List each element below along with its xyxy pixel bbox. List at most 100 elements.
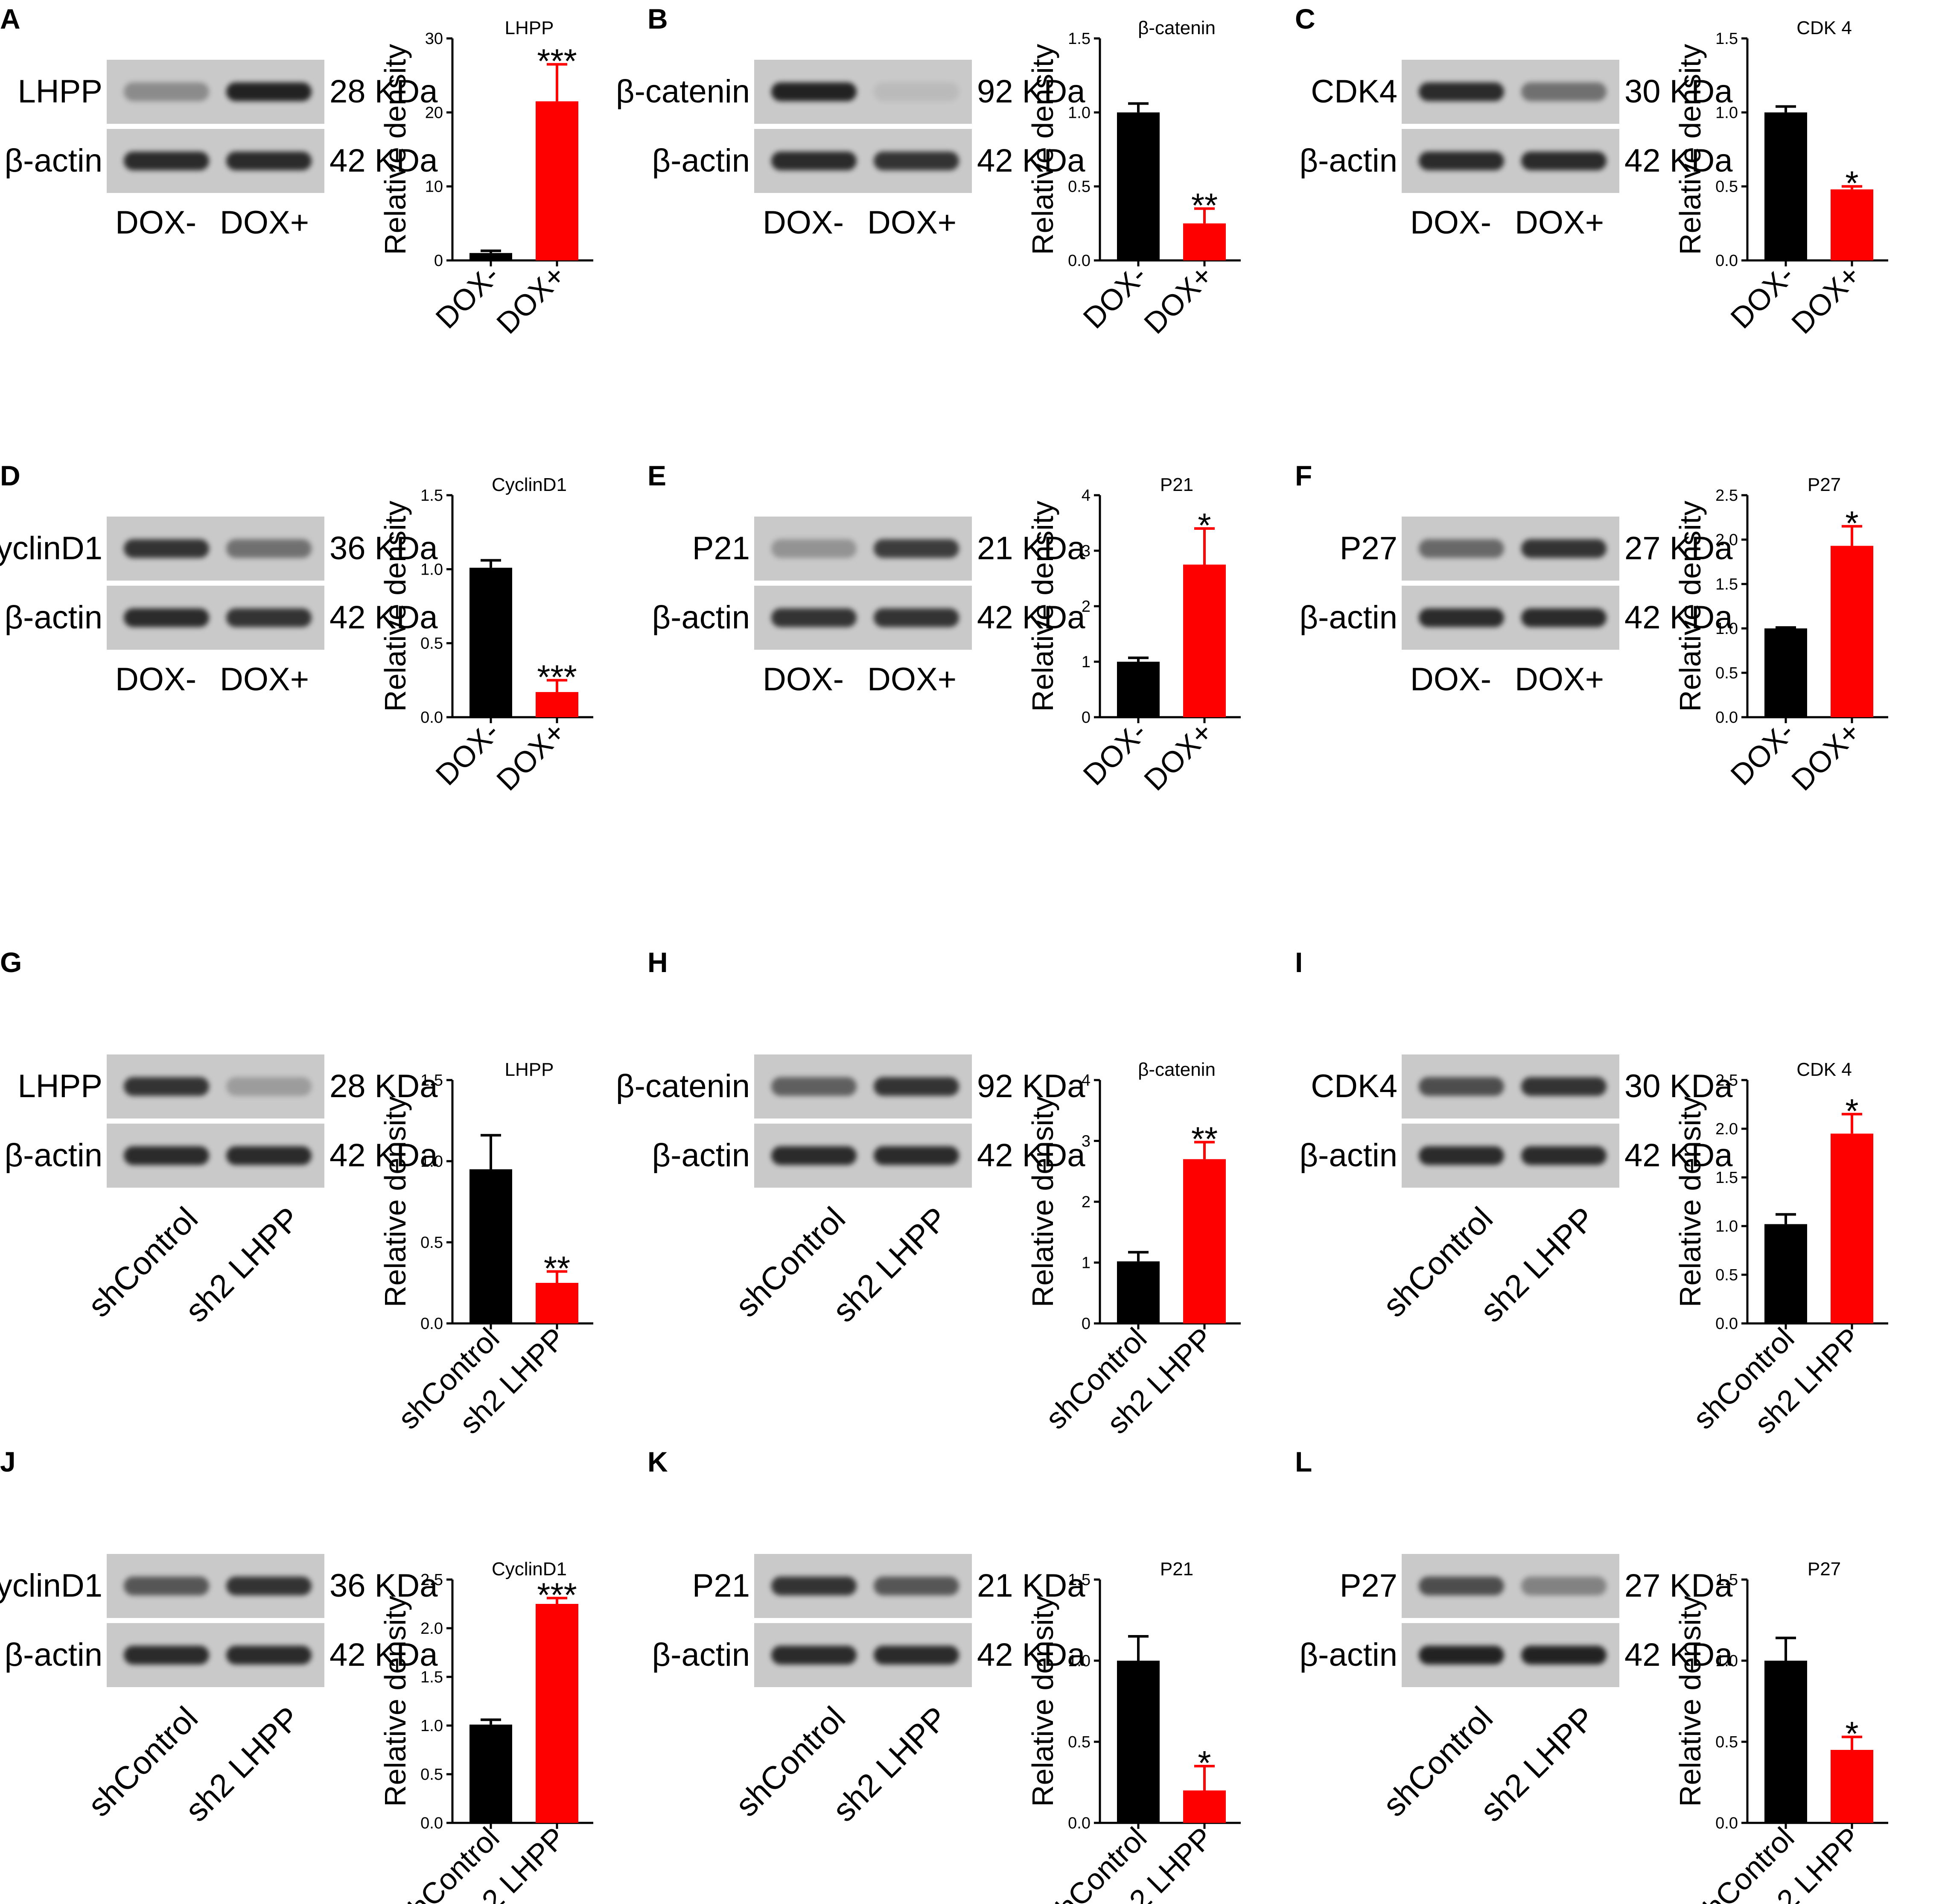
- panel-letter: J: [0, 1446, 16, 1478]
- x-tick-label: DOX-: [1724, 715, 1801, 791]
- significance-label: *: [1198, 1744, 1211, 1782]
- bar-chart: 0.0 0.5 1.0 1.5 2.0 2.5 Relative density Cyclin…: [379, 1559, 593, 1904]
- lane-label: DOX+: [220, 204, 309, 241]
- blot-band: [124, 1577, 209, 1595]
- bar-chart: 0.0 0.5 1.0 1.5 Relative density β-catenin DOX…: [1026, 18, 1241, 340]
- bar-control: [1117, 1661, 1160, 1823]
- y-tick-label: 0.5: [1715, 664, 1738, 682]
- kda-label: 42 KDa: [329, 143, 438, 179]
- y-tick-label: 1.0: [1068, 1652, 1091, 1670]
- y-tick-label: 1.0: [420, 561, 443, 578]
- kda-label: 36 KDa: [329, 1568, 438, 1604]
- bar-treated: [1183, 1159, 1226, 1323]
- y-tick-label: 1.5: [420, 487, 443, 505]
- bar-treated: [1831, 1133, 1873, 1323]
- kda-label: 42 KDa: [977, 1137, 1085, 1174]
- chart-title: LHPP: [505, 18, 554, 38]
- blot-band: [771, 152, 857, 170]
- panel-g: G LHPP 28 KDa β-actin 42 KDa shControl sh2 LHP…: [0, 946, 647, 1440]
- y-tick-label: 0.0: [420, 709, 443, 727]
- panel-f: F P27 27 KDa β-actin 42 KDa DOX- DOX+ 0.0 0.5 1.0…: [1295, 460, 1942, 918]
- kda-label: 27 KDa: [1624, 530, 1733, 567]
- x-tick-label: DOX-: [1724, 258, 1801, 335]
- blot-band: [124, 152, 209, 170]
- figure: A LHPP 28 KDa β-actin 42 KDa DOX- DOX+ 0 10 20 30 R…: [0, 3, 1942, 1904]
- blot-band: [1521, 152, 1607, 170]
- chart-title: CDK 4: [1796, 1059, 1852, 1080]
- y-tick-label: 2: [1082, 598, 1091, 616]
- kda-label: 42 KDa: [977, 599, 1085, 636]
- lane-label: DOX+: [1515, 204, 1604, 241]
- significance-label: ***: [537, 1576, 577, 1614]
- blot-band: [124, 82, 209, 101]
- bar-treated: [536, 101, 578, 261]
- y-tick-label: 1.0: [1715, 620, 1738, 638]
- x-tick-label: DOX+: [1137, 715, 1219, 797]
- significance-label: *: [1845, 504, 1858, 542]
- band-label: CyclinD1: [0, 1568, 102, 1604]
- lane-label: DOX+: [1515, 661, 1604, 698]
- band-label: CDK4: [1311, 73, 1397, 110]
- chart-title: β-catenin: [1138, 18, 1216, 38]
- panel-letter: G: [0, 946, 22, 978]
- y-tick-label: 2.0: [1715, 1120, 1738, 1138]
- blot-band: [874, 539, 959, 558]
- blot-band: [1419, 1146, 1504, 1165]
- bar-control: [1117, 112, 1160, 260]
- bar-treated: [1831, 189, 1873, 260]
- y-tick-label: 0.0: [420, 1315, 443, 1333]
- y-tick-label: 1.5: [420, 1668, 443, 1686]
- bar-chart: 0.0 0.5 1.0 1.5 Relative density CyclinD1 DOX-…: [379, 474, 593, 797]
- y-axis-label: Relative density: [1674, 1596, 1707, 1807]
- blot-strip-actin: [107, 129, 324, 193]
- significance-label: *: [1845, 1092, 1858, 1130]
- band-label: LHPP: [17, 1068, 102, 1104]
- kda-label: 42 KDa: [1624, 143, 1733, 179]
- blot-strip-actin: [1402, 1623, 1619, 1687]
- panel-letter: D: [0, 460, 20, 491]
- panel-letter: E: [647, 460, 667, 491]
- lane-label: DOX-: [115, 204, 196, 241]
- blot-strip-actin: [754, 1623, 972, 1687]
- y-axis-label: Relative density: [379, 501, 412, 712]
- bar-control: [1764, 112, 1807, 260]
- bar-chart: 0 10 20 30 Relative density LHPP DOX- *** DOX+: [379, 18, 593, 340]
- y-tick-label: 1.0: [1715, 1652, 1738, 1670]
- blot-strip-actin: [1402, 129, 1619, 193]
- y-tick-label: 30: [425, 30, 443, 48]
- panel-letter: F: [1295, 460, 1312, 491]
- band-label: LHPP: [17, 73, 102, 110]
- blot-band: [771, 1577, 857, 1595]
- band-label: P21: [692, 530, 750, 567]
- band-label: β-catenin: [615, 73, 750, 110]
- band-label: β-actin: [1299, 599, 1397, 636]
- panel-letter: B: [647, 3, 668, 35]
- y-axis-label: Relative density: [1674, 501, 1707, 712]
- lane-label: DOX-: [1410, 204, 1491, 241]
- kda-label: 42 KDa: [1624, 1637, 1733, 1673]
- band-label: β-actin: [1299, 143, 1397, 179]
- y-tick-label: 0.0: [1068, 252, 1091, 270]
- blot-band: [1521, 539, 1607, 558]
- bar-control: [1764, 1224, 1807, 1323]
- lane-label: DOX+: [867, 204, 957, 241]
- blot-band: [1419, 539, 1504, 558]
- x-tick-label: DOX+: [1785, 715, 1866, 797]
- panel-letter: L: [1295, 1446, 1312, 1478]
- blot-band: [1419, 1646, 1504, 1665]
- panel-letter: A: [0, 3, 20, 35]
- significance-label: **: [1191, 1120, 1218, 1158]
- kda-label: 27 KDa: [1624, 1568, 1733, 1604]
- y-tick-label: 1.0: [1715, 104, 1738, 122]
- kda-label: 92 KDa: [977, 73, 1085, 110]
- lane-label: DOX+: [867, 661, 957, 698]
- blot-band: [226, 1577, 312, 1595]
- band-label: β-actin: [4, 1637, 102, 1673]
- bar-control: [1117, 662, 1160, 717]
- blot-band: [226, 152, 312, 170]
- kda-label: 42 KDa: [1624, 1137, 1733, 1174]
- y-tick-label: 0.5: [420, 1234, 443, 1252]
